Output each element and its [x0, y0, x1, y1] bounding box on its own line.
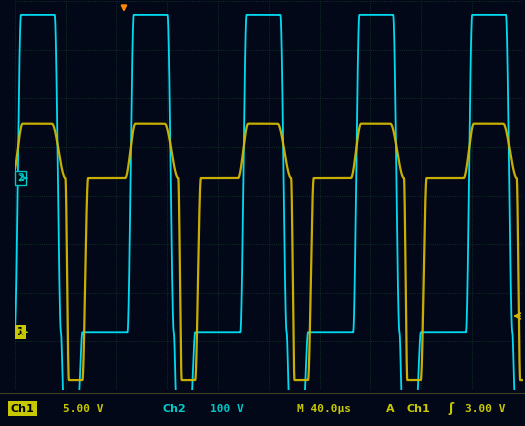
Text: 2: 2 [17, 173, 24, 183]
Text: Ch1: Ch1 [10, 403, 34, 414]
Text: Ch1: Ch1 [407, 403, 430, 414]
Text: 1: 1 [17, 327, 24, 337]
Text: ʃ: ʃ [449, 402, 454, 415]
Text: M 40.0μs: M 40.0μs [297, 403, 351, 414]
Text: 3.00 V: 3.00 V [465, 403, 505, 414]
Text: A: A [386, 403, 394, 414]
Text: 5.00 V: 5.00 V [63, 403, 103, 414]
Text: 100 V: 100 V [210, 403, 244, 414]
Text: Ch2: Ch2 [163, 403, 186, 414]
